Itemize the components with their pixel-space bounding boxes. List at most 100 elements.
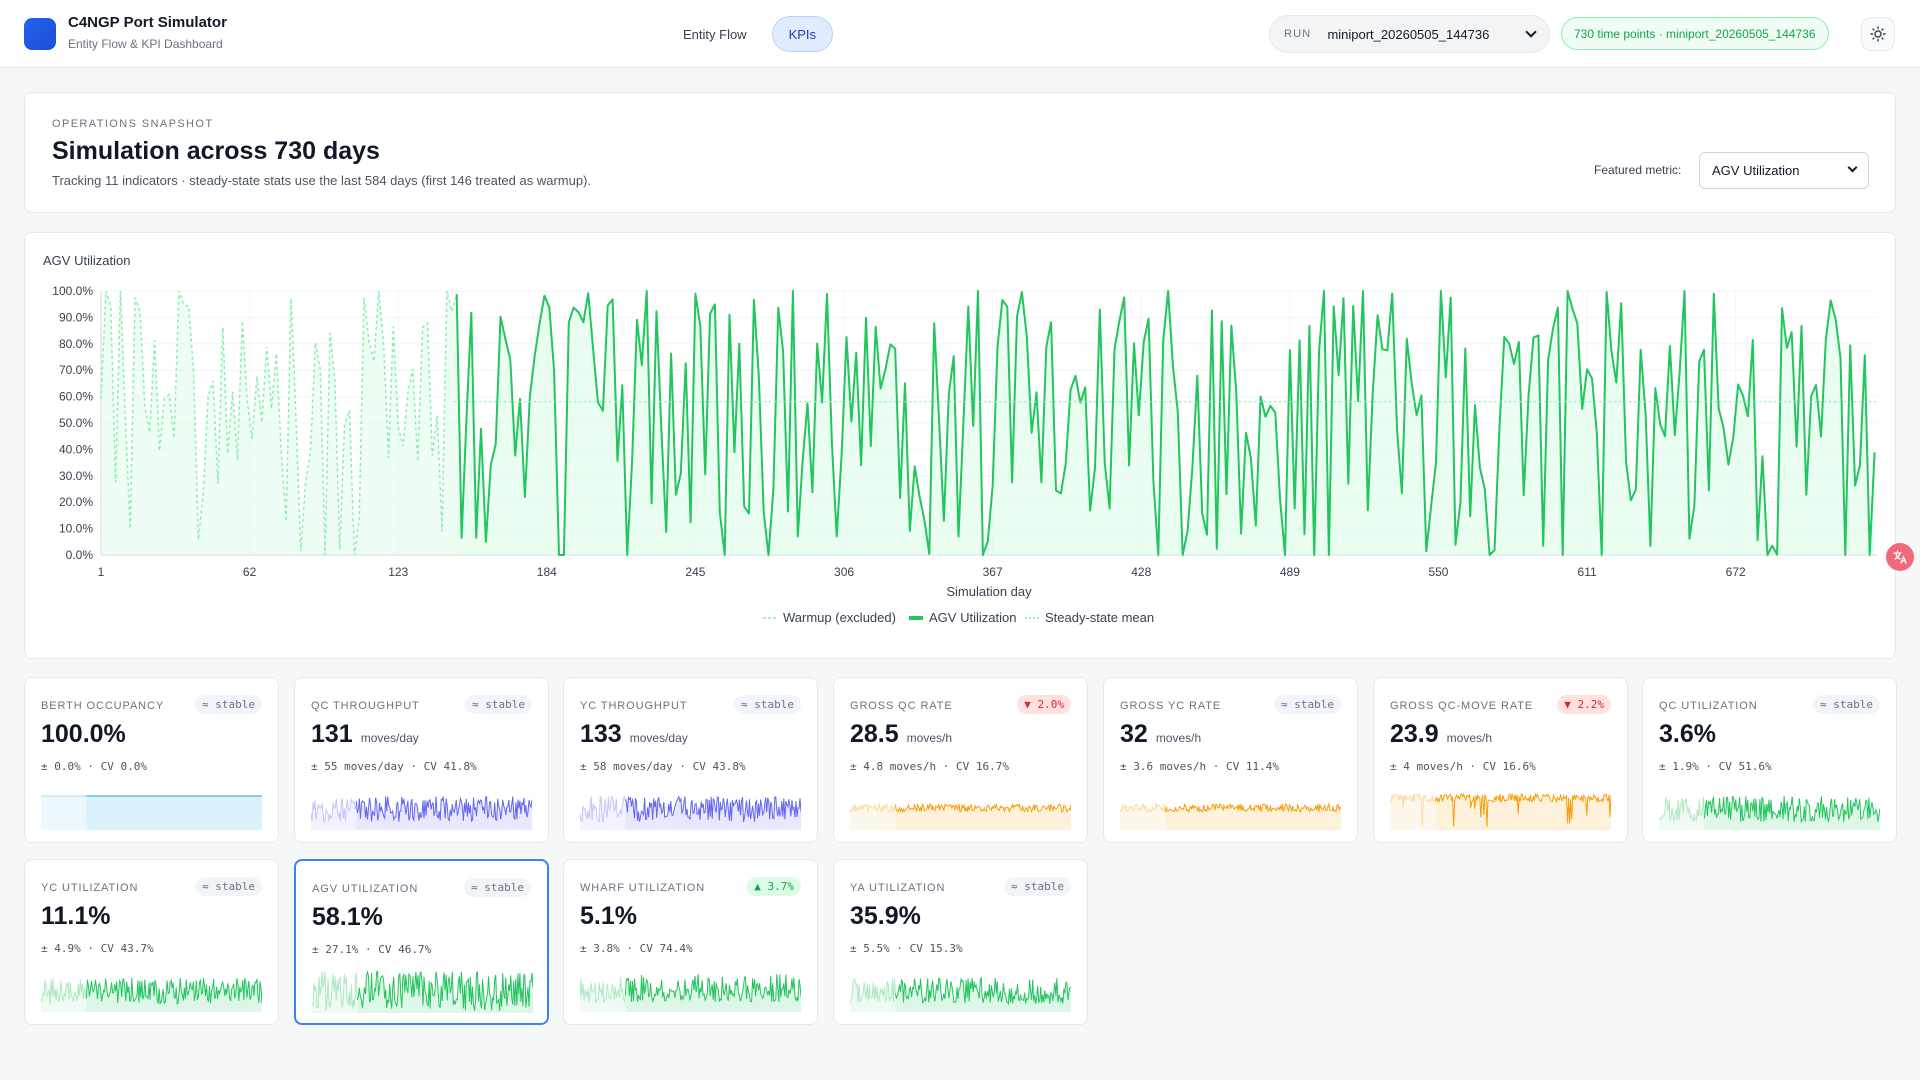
theme-toggle-button[interactable] xyxy=(1861,17,1895,51)
chart-title: AGV Utilization xyxy=(43,253,131,268)
sparkline-line xyxy=(624,974,801,1004)
sparkline-warmup-line xyxy=(312,971,358,1011)
trend-badge: ≈ stable xyxy=(1813,695,1880,714)
sparkline-warmup-line xyxy=(1659,796,1705,822)
kpi-name: GROSS QC RATE xyxy=(850,700,953,712)
tab-kpis[interactable]: KPIs xyxy=(771,16,834,52)
kpi-name: QC THROUGHPUT xyxy=(311,700,420,712)
kpi-sparkline xyxy=(850,976,1071,1012)
kpi-name: AGV UTILIZATION xyxy=(312,883,419,895)
kpi-value-row: 58.1% xyxy=(312,903,391,932)
sparkline-warmup-line xyxy=(580,795,626,823)
sparkline-warmup-area xyxy=(580,977,626,1012)
kpi-value: 32 xyxy=(1120,720,1148,748)
sparkline-area xyxy=(86,796,262,830)
y-tick-label: 100.0% xyxy=(52,284,93,298)
legend-label: Steady-state mean xyxy=(1045,610,1154,625)
sparkline-warmup-area xyxy=(1390,794,1436,830)
kpi-value-row: 133 moves/day xyxy=(580,720,688,749)
kpi-card-yc-utilization[interactable]: YC UTILIZATION ≈ stable 11.1% ± 4.9% · CV 4… xyxy=(24,859,279,1025)
kpi-sparkline xyxy=(312,970,533,1013)
kpi-value-row: 3.6% xyxy=(1659,720,1724,749)
featured-metric-select[interactable]: AGV Utilization xyxy=(1699,152,1869,189)
kpi-card-yc-throughput[interactable]: YC THROUGHPUT ≈ stable 133 moves/day ± 58 mo… xyxy=(563,677,818,843)
sparkline-area xyxy=(86,978,262,1012)
sun-icon xyxy=(1870,26,1886,42)
kpi-stats: ± 5.5% · CV 15.3% xyxy=(850,942,963,955)
floating-action-button[interactable] xyxy=(1886,543,1914,571)
app-subtitle: Entity Flow & KPI Dashboard xyxy=(68,37,223,51)
sparkline-line xyxy=(1434,792,1611,828)
trend-badge: ≈ stable xyxy=(734,695,801,714)
run-select[interactable]: RUN miniport_20260505_144736 xyxy=(1269,15,1550,53)
kpi-card-berth-occupancy[interactable]: BERTH OCCUPANCY ≈ stable 100.0% ± 0.0% · CV… xyxy=(24,677,279,843)
snapshot-eyebrow: OPERATIONS SNAPSHOT xyxy=(52,118,214,130)
x-tick-label: 611 xyxy=(1578,565,1597,579)
y-tick-label: 20.0% xyxy=(59,495,93,509)
kpi-value: 23.9 xyxy=(1390,720,1439,748)
run-status-badge: 730 time points · miniport_20260505_1447… xyxy=(1561,17,1829,50)
kpi-value-row: 35.9% xyxy=(850,902,929,931)
kpi-sparkline xyxy=(580,795,801,830)
sparkline-area xyxy=(625,796,801,830)
snapshot-title: Simulation across 730 days xyxy=(52,137,380,165)
sparkline-line xyxy=(894,802,1071,814)
kpi-name: GROSS YC RATE xyxy=(1120,700,1222,712)
y-tick-label: 90.0% xyxy=(59,310,93,324)
sparkline-warmup-line xyxy=(1390,792,1436,828)
kpi-stats: ± 4.9% · CV 43.7% xyxy=(41,942,154,955)
sparkline-area xyxy=(1704,796,1880,830)
kpi-stats: ± 4.8 moves/h · CV 16.7% xyxy=(850,760,1009,773)
y-tick-label: 60.0% xyxy=(59,390,93,404)
trend-badge: ≈ stable xyxy=(464,878,531,897)
kpi-stats: ± 3.8% · CV 74.4% xyxy=(580,942,693,955)
kpi-card-gross-qc-move-rate[interactable]: GROSS QC-MOVE RATE ▼ 2.2% 23.9 moves/h ± 4 m… xyxy=(1373,677,1628,843)
sparkline-warmup-line xyxy=(580,977,626,1004)
x-tick-label: 367 xyxy=(983,565,1003,579)
y-tick-label: 0.0% xyxy=(66,548,94,562)
sparkline-line xyxy=(85,977,262,1005)
kpi-card-gross-qc-rate[interactable]: GROSS QC RATE ▼ 2.0% 28.5 moves/h ± 4.8 move… xyxy=(833,677,1088,843)
warmup-area xyxy=(101,291,457,555)
kpi-value-row: 100.0% xyxy=(41,720,134,749)
tab-entity-flow[interactable]: Entity Flow xyxy=(683,26,747,42)
sparkline-area xyxy=(895,978,1071,1012)
kpi-value-row: 23.9 moves/h xyxy=(1390,720,1492,749)
kpi-card-agv-utilization[interactable]: AGV UTILIZATION ≈ stable 58.1% ± 27.1% · CV… xyxy=(294,859,549,1025)
kpi-sparkline xyxy=(41,795,262,830)
main-nav: Entity Flow KPIs xyxy=(666,16,834,52)
trend-badge: ▼ 2.0% xyxy=(1017,695,1071,714)
top-bar: C4NGP Port Simulator Entity Flow & KPI D… xyxy=(0,0,1920,68)
y-tick-label: 80.0% xyxy=(59,337,93,351)
kpi-value-row: 28.5 moves/h xyxy=(850,720,952,749)
kpi-card-wharf-utilization[interactable]: WHARF UTILIZATION ▲ 3.7% 5.1% ± 3.8% · CV 7… xyxy=(563,859,818,1025)
sparkline-warmup-area xyxy=(580,796,626,830)
x-tick-label: 672 xyxy=(1726,565,1746,579)
kpi-stats: ± 4 moves/h · CV 16.6% xyxy=(1390,760,1536,773)
kpi-name: BERTH OCCUPANCY xyxy=(41,700,165,712)
main-chart-card: AGV Utilization 0.0% 10.0% 20.0% 30.0% 40.0%… xyxy=(24,232,1896,659)
kpi-card-ya-utilization[interactable]: YA UTILIZATION ≈ stable 35.9% ± 5.5% · CV 1… xyxy=(833,859,1088,1025)
kpi-card-qc-throughput[interactable]: QC THROUGHPUT ≈ stable 131 moves/day ± 55 mo… xyxy=(294,677,549,843)
kpi-name: QC UTILIZATION xyxy=(1659,700,1758,712)
kpi-card-qc-utilization[interactable]: QC UTILIZATION ≈ stable 3.6% ± 1.9% · CV 51… xyxy=(1642,677,1897,843)
sparkline-warmup-area xyxy=(311,798,357,830)
y-tick-label: 10.0% xyxy=(59,522,93,536)
kpi-unit: moves/h xyxy=(1446,731,1493,745)
sparkline-warmup-area xyxy=(41,978,87,1012)
kpi-value: 5.1% xyxy=(580,902,637,930)
kpi-value: 28.5 xyxy=(850,720,899,748)
sparkline-line xyxy=(624,795,801,823)
sparkline-warmup-area xyxy=(850,978,896,1012)
trend-badge: ≈ stable xyxy=(1274,695,1341,714)
app-title: C4NGP Port Simulator xyxy=(68,14,227,31)
kpi-value: 3.6% xyxy=(1659,720,1716,748)
kpi-card-gross-yc-rate[interactable]: GROSS YC RATE ≈ stable 32 moves/h ± 3.6 move… xyxy=(1103,677,1358,843)
sparkline-warmup-area xyxy=(850,804,896,830)
x-tick-label: 245 xyxy=(685,565,705,579)
kpi-stats: ± 55 moves/day · CV 41.8% xyxy=(311,760,477,773)
chevron-down-icon xyxy=(1525,26,1537,38)
chevron-down-icon xyxy=(1847,162,1858,173)
kpi-stats: ± 3.6 moves/h · CV 11.4% xyxy=(1120,760,1279,773)
sparkline-warmup-line xyxy=(850,802,896,814)
